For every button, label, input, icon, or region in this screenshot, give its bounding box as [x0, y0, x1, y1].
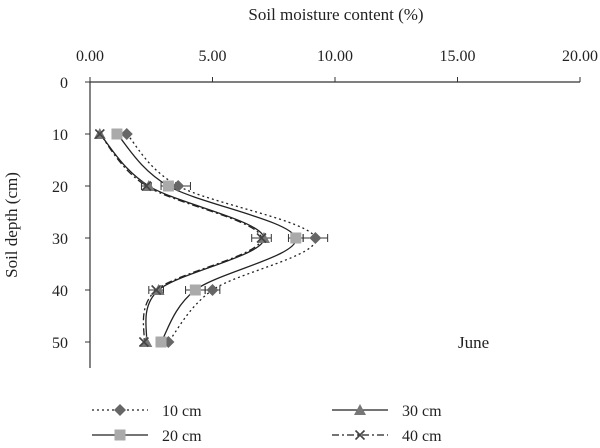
legend-item-40-cm: 40 cm — [332, 428, 442, 445]
legend-marker-30-cm — [354, 404, 366, 415]
data-point-20-cm — [155, 336, 167, 348]
data-point-40-cm — [141, 180, 152, 192]
data-point-10-cm — [206, 284, 219, 296]
legend-item-20-cm: 20 cm — [92, 428, 202, 445]
y-tick-label: 30 — [52, 231, 68, 248]
data-point-40-cm — [256, 232, 267, 244]
legend: 10 cm 20 cm 30 cm 40 cm — [92, 403, 442, 445]
legend-marker-40-cm — [354, 429, 366, 441]
y-tick-label: 20 — [52, 179, 68, 196]
legend-label-20-cm: 20 cm — [162, 428, 202, 445]
legend-label-40-cm: 40 cm — [402, 428, 442, 445]
axes: 0.00 5.00 10.00 15.00 20.00 0 10 20 30 40 50 — [52, 48, 598, 368]
data-point-20-cm — [189, 284, 201, 296]
legend-item-10-cm: 10 cm — [92, 403, 202, 420]
data-point-30-cm — [140, 336, 153, 347]
x-tick-label: 15.00 — [440, 48, 476, 65]
data-point-20-cm — [162, 180, 174, 192]
x-tick-label: 5.00 — [199, 48, 227, 65]
data-point-10-cm — [309, 232, 322, 244]
legend-label-10-cm: 10 cm — [162, 403, 202, 420]
data-point-30-cm — [257, 232, 270, 243]
x-tick-label: 20.00 — [562, 48, 598, 65]
x-tick-label: 0.00 — [76, 48, 104, 65]
series-curves — [99, 133, 317, 343]
x-axis-title: Soil moisture content (%) — [248, 5, 423, 24]
legend-item-30-cm: 30 cm — [332, 403, 442, 420]
data-point-30-cm — [152, 284, 165, 295]
error-bars — [140, 182, 329, 346]
legend-marker-20-cm — [114, 429, 126, 441]
data-point-30-cm — [142, 180, 155, 191]
legend-marker-10-cm — [114, 404, 126, 416]
y-tick-label: 10 — [52, 127, 68, 144]
data-point-40-cm — [94, 128, 105, 140]
x-tick-label: 10.00 — [317, 48, 353, 65]
y-tick-label: 0 — [60, 75, 68, 92]
data-markers — [93, 128, 322, 348]
june-annotation: June — [458, 333, 489, 352]
data-point-40-cm — [138, 336, 149, 348]
y-tick-label: 50 — [52, 335, 68, 352]
data-point-10-cm — [172, 180, 185, 192]
series-line-10-cm — [126, 133, 317, 343]
legend-label-30-cm: 30 cm — [402, 403, 442, 420]
series-line-30-cm — [99, 133, 265, 343]
data-point-20-cm — [111, 128, 123, 140]
data-point-20-cm — [290, 232, 302, 244]
y-tick-label: 40 — [52, 283, 68, 300]
y-axis-title: Soil depth (cm) — [2, 172, 21, 278]
data-point-40-cm — [151, 284, 162, 296]
data-point-10-cm — [120, 128, 133, 140]
